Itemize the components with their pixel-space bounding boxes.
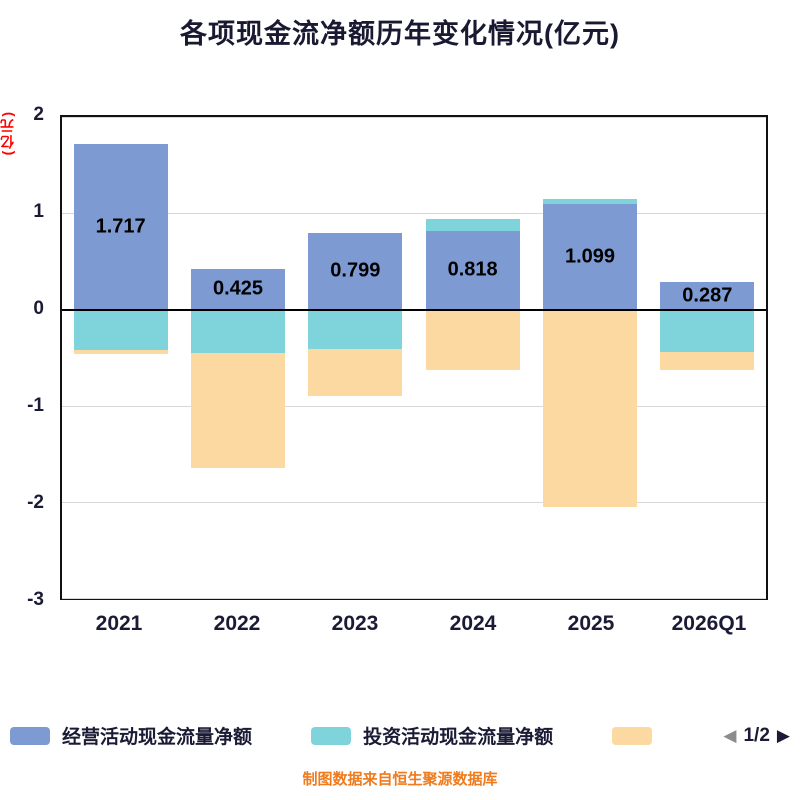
- x-axis-label: 2022: [213, 612, 261, 635]
- y-tick-label: 1: [33, 201, 44, 222]
- bar-segment-series1-2023: [308, 232, 403, 310]
- y-axis-labels: 2 1 0 -1 -2 -3: [0, 104, 50, 610]
- bar-segment-series2-2023: [308, 309, 403, 349]
- bar-value-label: 0.287: [682, 284, 733, 307]
- x-axis-label: 2025: [567, 612, 615, 635]
- legend-swatch-operating-icon: [10, 726, 50, 745]
- bar-value-label: 0.818: [447, 258, 498, 281]
- x-axis-label: 2023: [331, 612, 379, 635]
- legend: 经营活动现金流量净额 投资活动现金流量净额 ◀ 1/2 ▶: [0, 722, 800, 749]
- gridline: [62, 501, 766, 503]
- legend-swatch-investing-icon: [311, 726, 352, 745]
- x-axis-label: 2026Q1: [671, 612, 747, 635]
- legend-label-operating: 经营活动现金流量净额: [62, 727, 253, 748]
- next-page-icon[interactable]: ▶: [776, 725, 790, 745]
- x-axis-label: 2021: [95, 612, 143, 635]
- gridline: [62, 405, 766, 407]
- bar-segment-series1-2022: [191, 268, 285, 310]
- bar-segment-series1-2021: [73, 144, 168, 310]
- y-tick-label: 2: [33, 104, 44, 125]
- gridline: [62, 117, 766, 118]
- page-indicator: 1/2: [743, 724, 770, 746]
- bar-segment-series2-2022: [191, 309, 285, 353]
- legend-swatch-third-icon: [612, 726, 653, 745]
- bar-segment-series3-2022: [191, 352, 285, 469]
- bar-value-label: 1.099: [564, 245, 616, 268]
- zero-axis-line: [62, 309, 766, 312]
- chart-title: 各项现金流净额历年变化情况(亿元): [180, 19, 620, 49]
- legend-item-investing: 投资活动现金流量净额: [311, 722, 553, 749]
- bar-segment-series3-2026Q1: [660, 351, 755, 370]
- x-axis-labels: 2021 2022 2023 2024 2025 2026Q1: [60, 612, 768, 644]
- bar-segment-series1-2026Q1: [660, 281, 755, 310]
- prev-page-icon[interactable]: ◀: [723, 725, 737, 745]
- bar-segment-series2-2026Q1: [660, 309, 755, 352]
- y-tick-label: -1: [27, 395, 44, 416]
- bar-segment-series3-2025: [543, 309, 637, 507]
- plot-area: 1.717 0.425 0.799 0.818 1.099 0.287: [60, 115, 768, 600]
- data-source-note: 制图数据来自恒生聚源数据库: [302, 771, 498, 788]
- bar-segment-series2-2024: [425, 219, 520, 231]
- bar-segment-series3-2021: [73, 349, 168, 354]
- bar-segment-series1-2025: [543, 203, 637, 310]
- y-tick-label: -3: [27, 589, 44, 610]
- bar-value-label: 0.425: [212, 277, 264, 300]
- legend-item-operating: 经营活动现金流量净额: [10, 722, 252, 749]
- gridline: [62, 213, 766, 215]
- bar-value-label: 0.799: [330, 259, 381, 282]
- bar-segment-series3-2023: [308, 348, 403, 396]
- y-tick-label: 0: [33, 298, 44, 319]
- legend-item-third: [612, 726, 664, 745]
- bar-segment-series2-2021: [73, 309, 168, 350]
- x-axis-label: 2024: [449, 612, 497, 635]
- gridline: [62, 598, 766, 599]
- legend-label-investing: 投资活动现金流量净额: [363, 727, 554, 748]
- y-tick-label: -2: [27, 492, 44, 513]
- bar-segment-series2-2025: [543, 198, 637, 204]
- bar-segment-series3-2024: [425, 309, 520, 370]
- bar-value-label: 1.717: [95, 215, 146, 238]
- legend-pagination: ◀ 1/2 ▶: [723, 725, 790, 747]
- bar-segment-series1-2024: [425, 230, 520, 310]
